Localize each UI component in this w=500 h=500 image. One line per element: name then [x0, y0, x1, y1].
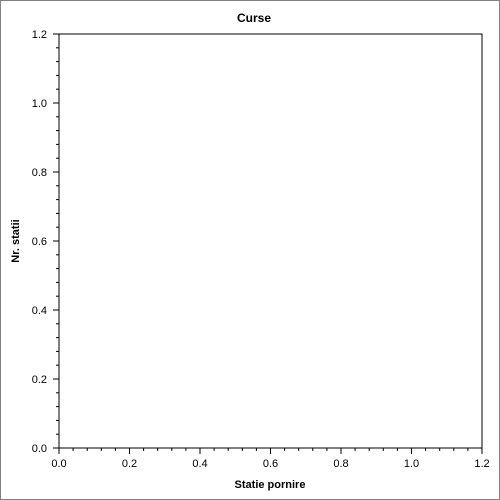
- y-tick-label: 0.2: [32, 374, 47, 386]
- y-tick-label: 1.2: [32, 29, 47, 41]
- x-tick-label: 0.0: [51, 458, 66, 470]
- x-axis-label: Statie pornire: [235, 479, 306, 491]
- x-tick-label: 0.4: [192, 458, 207, 470]
- x-tick-label: 1.0: [404, 458, 419, 470]
- plot-area: [58, 33, 483, 449]
- y-tick-label: 0.0: [32, 443, 47, 455]
- y-tick-label: 0.6: [32, 236, 47, 248]
- x-tick-label: 0.8: [333, 458, 348, 470]
- y-tick-label: 0.8: [32, 167, 47, 179]
- y-axis-label: Nr. statii: [10, 219, 22, 262]
- x-tick-label: 0.2: [122, 458, 137, 470]
- axis-ticks: 0.0 0.2 0.4 0.6 0.8 1.0 1.2 0.0 0.2 0.4 0.6 0.8 1.0 1…: [32, 29, 490, 470]
- y-tick-label: 1.0: [32, 98, 47, 110]
- x-tick-label: 0.6: [263, 458, 278, 470]
- y-tick-label: 0.4: [32, 305, 47, 317]
- chart-title: Curse: [237, 11, 271, 25]
- x-tick-label: 1.2: [474, 458, 489, 470]
